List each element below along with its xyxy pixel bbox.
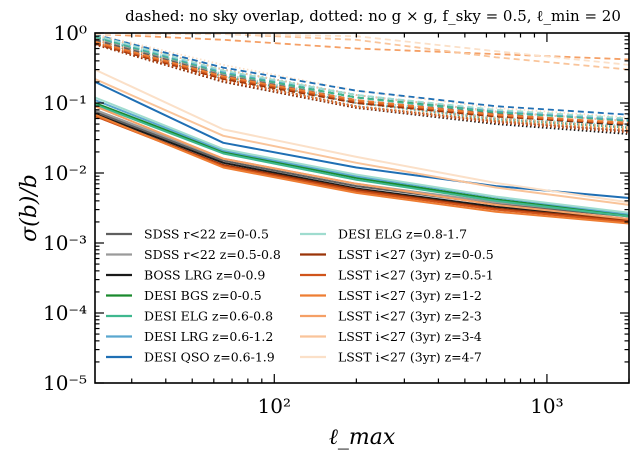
series-4-dotted-line (94, 36, 630, 129)
legend-label: DESI ELG z=0.6-0.8 (144, 309, 273, 324)
series-6-dashed-line (94, 33, 630, 116)
legend-label: LSST i<27 (3yr) z=0-0.5 (338, 247, 494, 262)
axis-ticks: 10² 10³ 10⁰ 10⁻¹ 10⁻² 10⁻³ 10⁻⁴ 10⁻⁵ (43, 21, 630, 418)
y-tick-label: 10⁻² (43, 161, 87, 185)
series-4-dashed-line (94, 36, 630, 122)
legend-label: LSST i<27 (3yr) z=3-4 (338, 329, 482, 344)
legend-label: DESI BGS z=0-0.5 (144, 288, 262, 303)
legend-label: LSST i<27 (3yr) z=1-2 (338, 288, 482, 303)
series-7-dotted-line (94, 34, 630, 127)
series-3-solid-line (94, 102, 630, 217)
y-tick-label: 10⁻¹ (43, 91, 87, 115)
legend: SDSS r<22 z=0-0.5 SDSS r<22 z=0.5-0.8 BOSS… (106, 227, 494, 365)
series-11-dashed-line (94, 33, 630, 61)
series-7-solid-line (94, 96, 630, 214)
chart-title: dashed: no sky overlap, dotted: no g × g… (125, 7, 621, 25)
series-10-dotted-line (94, 41, 630, 131)
series-lines (94, 33, 630, 225)
series-5-dotted-line (94, 35, 630, 128)
y-tick-label: 10⁻⁴ (43, 301, 87, 325)
series-4-solid-line (94, 103, 630, 218)
y-tick-label: 10⁻⁵ (43, 371, 87, 395)
y-tick-label: 10⁰ (54, 21, 87, 45)
series-13-dotted-line (94, 33, 630, 119)
series-0-solid-line (94, 110, 630, 218)
legend-label: DESI QSO z=0.6-1.9 (144, 350, 275, 365)
legend-label: BOSS LRG z=0-0.9 (144, 268, 265, 283)
legend-label: DESI LRG z=0.6-1.2 (144, 329, 273, 344)
legend-label: LSST i<27 (3yr) z=0.5-1 (338, 268, 494, 283)
legend-label: SDSS r<22 z=0-0.5 (144, 227, 269, 242)
series-12-solid-line (94, 78, 630, 206)
series-11-dotted-line (94, 38, 630, 129)
series-10-dashed-line (94, 40, 630, 124)
series-9-dashed-line (94, 42, 630, 125)
legend-label: LSST i<27 (3yr) z=2-3 (338, 309, 482, 324)
x-axis-label: ℓ_max (329, 425, 396, 450)
x-tick-label: 10² (258, 394, 291, 418)
series-10-solid-line (94, 113, 630, 225)
series-12-dotted-line (94, 33, 630, 123)
y-tick-label: 10⁻³ (43, 231, 87, 255)
legend-label: SDSS r<22 z=0.5-0.8 (144, 247, 281, 262)
series-1-solid-line (94, 108, 630, 217)
y-axis-label: σ(b)/b (17, 174, 42, 242)
series-8-dotted-line (94, 43, 630, 134)
legend-label: LSST i<27 (3yr) z=4-7 (338, 350, 482, 365)
series-2-solid-line (94, 112, 630, 220)
series-7-dashed-line (94, 34, 630, 120)
series-13-solid-line (94, 68, 630, 204)
plot-frame (94, 32, 630, 384)
legend-label: DESI ELG z=0.8-1.7 (338, 227, 467, 242)
x-tick-label: 10³ (530, 394, 563, 418)
series-6-dotted-line (94, 33, 630, 123)
series-11-solid-line (94, 105, 630, 220)
